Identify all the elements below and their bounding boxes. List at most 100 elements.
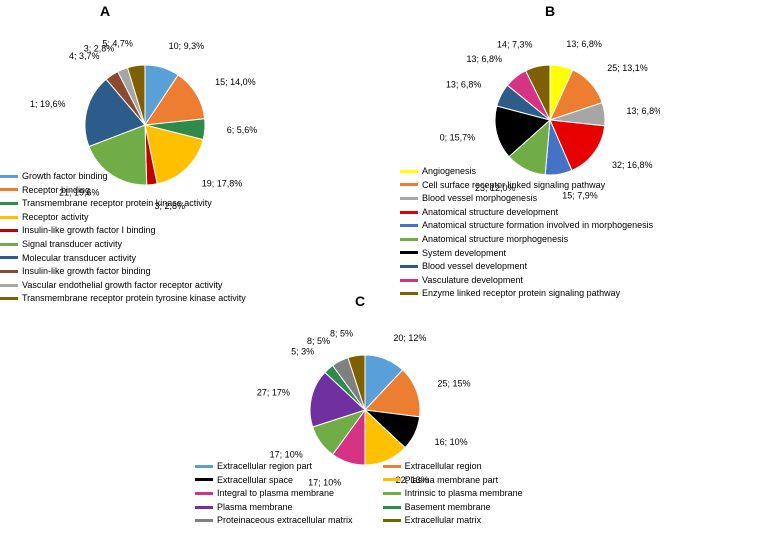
legend-swatch — [0, 270, 18, 273]
legend-text: Transmembrane receptor protein tyrosine … — [22, 292, 246, 305]
legend-text: Integral to plasma membrane — [217, 487, 334, 500]
legend-item: Plasma membrane part — [383, 474, 523, 487]
legend-text: Receptor binding — [22, 184, 90, 197]
legend-swatch — [383, 506, 401, 509]
legend-text: Signal transducer activity — [22, 238, 122, 251]
legend-text: Insulin-like growth factor binding — [22, 265, 151, 278]
slice-label: 13; 6,8% — [467, 54, 503, 64]
legend-A: Growth factor bindingReceptor bindingTra… — [0, 170, 246, 306]
legend-item: Transmembrane receptor protein tyrosine … — [0, 292, 246, 305]
legend-swatch — [400, 170, 418, 173]
legend-item: Extracellular region — [383, 460, 523, 473]
legend-text: Vascular endothelial growth factor recep… — [22, 279, 222, 292]
legend-text: Molecular transducer activity — [22, 252, 136, 265]
slice-label: 8; 5% — [307, 336, 330, 346]
legend-item: Insulin-like growth factor binding — [0, 265, 246, 278]
legend-item: Molecular transducer activity — [0, 252, 246, 265]
slice-label: 30; 15,7% — [440, 132, 475, 142]
slice-label: 13; 6,8% — [446, 79, 482, 89]
legend-item: Growth factor binding — [0, 170, 246, 183]
legend-item: Extracellular region part — [195, 460, 353, 473]
legend-text: Anatomical structure development — [422, 206, 558, 219]
legend-swatch — [383, 492, 401, 495]
legend-swatch — [400, 251, 418, 254]
legend-text: Extracellular space — [217, 474, 293, 487]
slice-label: 25; 13,1% — [607, 63, 648, 73]
legend-item: System development — [400, 247, 653, 260]
legend-item: Plasma membrane — [195, 501, 353, 514]
legend-item: Extracellular space — [195, 474, 353, 487]
legend-text: Blood vessel morphogenesis — [422, 192, 537, 205]
legend-text: System development — [422, 247, 506, 260]
slice-label: 16; 10% — [435, 437, 468, 447]
legend-text: Angiogenesis — [422, 165, 476, 178]
legend-swatch — [195, 492, 213, 495]
slice-label: 5; 3% — [291, 347, 314, 357]
legend-swatch — [383, 519, 401, 522]
legend-swatch — [0, 284, 18, 287]
legend-item: Integral to plasma membrane — [195, 487, 353, 500]
legend-swatch — [400, 265, 418, 268]
legend-item: Intrinsic to plasma membrane — [383, 487, 523, 500]
legend-text: Vasculature development — [422, 274, 523, 287]
legend-item: Cell surface receptor linked signaling p… — [400, 179, 653, 192]
slice-label: 27; 17% — [257, 388, 290, 398]
legend-swatch — [0, 202, 18, 205]
legend-item: Anatomical structure development — [400, 206, 653, 219]
slice-label: 13; 6,8% — [627, 106, 660, 116]
slice-label: 17; 10% — [270, 450, 303, 460]
legend-item: Receptor binding — [0, 184, 246, 197]
legend-C: Extracellular region part Extracellular r… — [195, 460, 523, 528]
legend-swatch — [400, 292, 418, 295]
legend-text: Anatomical structure formation involved … — [422, 219, 653, 232]
legend-swatch — [195, 478, 213, 481]
legend-swatch — [0, 188, 18, 191]
legend-text: Extracellular region part — [217, 460, 312, 473]
legend-text: Transmembrane receptor protein kinase ac… — [22, 197, 212, 210]
legend-swatch — [400, 238, 418, 241]
legend-B: AngiogenesisCell surface receptor linked… — [400, 165, 653, 301]
legend-swatch — [383, 465, 401, 468]
legend-item: Vasculature development — [400, 274, 653, 287]
legend-swatch — [0, 297, 18, 300]
slice-label: 5; 4,7% — [102, 38, 133, 48]
legend-text: Receptor activity — [22, 211, 89, 224]
legend-item: Receptor activity — [0, 211, 246, 224]
legend-item: Anatomical structure formation involved … — [400, 219, 653, 232]
legend-swatch — [195, 465, 213, 468]
legend-swatch — [195, 519, 213, 522]
legend-text: Plasma membrane — [217, 501, 293, 514]
legend-swatch — [400, 197, 418, 200]
slice-label: 20; 12% — [393, 333, 426, 343]
legend-item: Enzyme linked receptor protein signaling… — [400, 287, 653, 300]
legend-item: Extracellular matrix — [383, 514, 523, 527]
slice-label: 6; 5,6% — [227, 125, 258, 135]
legend-swatch — [400, 211, 418, 214]
legend-swatch — [195, 506, 213, 509]
legend-swatch — [0, 243, 18, 246]
legend-text: Growth factor binding — [22, 170, 108, 183]
legend-text: Proteinaceous extracellular matrix — [217, 514, 353, 527]
legend-item: Vascular endothelial growth factor recep… — [0, 279, 246, 292]
legend-swatch — [400, 183, 418, 186]
legend-item: Proteinaceous extracellular matrix — [195, 514, 353, 527]
legend-item: Signal transducer activity — [0, 238, 246, 251]
legend-swatch — [400, 279, 418, 282]
legend-text: Cell surface receptor linked signaling p… — [422, 179, 605, 192]
legend-swatch — [0, 175, 18, 178]
legend-text: Anatomical structure morphogenesis — [422, 233, 568, 246]
slice-label: 13; 6,8% — [566, 39, 602, 49]
legend-item: Transmembrane receptor protein kinase ac… — [0, 197, 246, 210]
legend-text: Blood vessel development — [422, 260, 527, 273]
legend-item: Blood vessel morphogenesis — [400, 192, 653, 205]
legend-item: Anatomical structure morphogenesis — [400, 233, 653, 246]
legend-item: Blood vessel development — [400, 260, 653, 273]
legend-swatch — [0, 256, 18, 259]
legend-item: Angiogenesis — [400, 165, 653, 178]
slice-label: 21; 19,6% — [30, 99, 66, 109]
legend-text: Extracellular region — [405, 460, 482, 473]
legend-text: Basement membrane — [405, 501, 491, 514]
slice-label: 8; 5% — [330, 328, 353, 338]
legend-swatch — [400, 224, 418, 227]
legend-swatch — [0, 216, 18, 219]
